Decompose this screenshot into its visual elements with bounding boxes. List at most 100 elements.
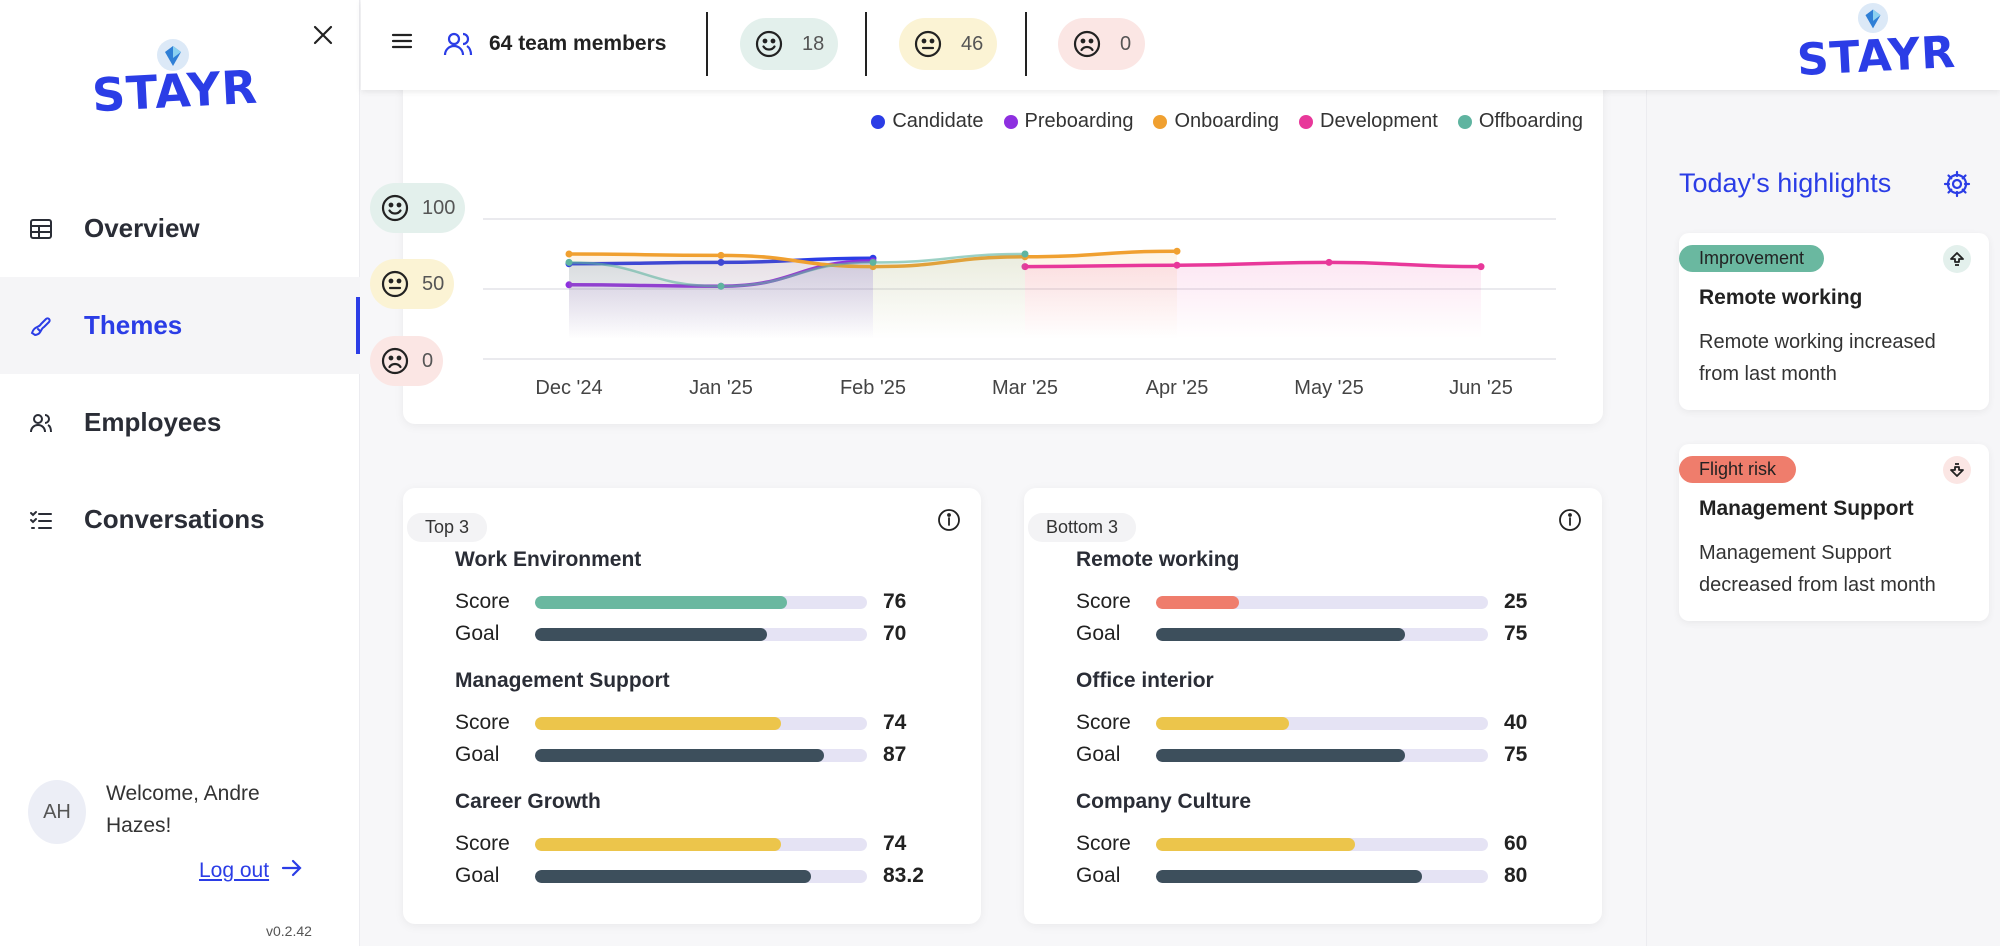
score-label: Score [455, 832, 510, 855]
gear-icon[interactable] [1943, 170, 1971, 198]
user-info: AH Welcome, Andre Hazes! [28, 780, 296, 844]
score-row: Score 76 [455, 586, 935, 618]
y-tick-label: 50 [422, 272, 445, 295]
theme-item[interactable]: Remote working Score 25 Goal 75 [1076, 548, 1556, 650]
data-point[interactable] [1173, 261, 1181, 269]
sad-face-icon [381, 347, 409, 375]
theme-item[interactable]: Company Culture Score 60 Goal 80 [1076, 790, 1556, 892]
legend-item[interactable]: Candidate [871, 110, 984, 133]
score-bar [535, 837, 867, 851]
data-point[interactable] [869, 258, 877, 266]
score-row: Score 60 [1076, 828, 1556, 860]
series-line-development[interactable] [1024, 260, 1482, 269]
y-badge-100: 100 [370, 183, 466, 233]
chart-legend: Candidate Preboarding Onboarding Developmen… [851, 110, 1583, 133]
score-value: 25 [1504, 590, 1528, 613]
score-bar-fill [1156, 837, 1356, 851]
data-point[interactable] [1021, 250, 1029, 258]
legend-label: Preboarding [1024, 110, 1134, 132]
legend-item[interactable]: Development [1299, 110, 1438, 133]
data-point[interactable] [565, 258, 573, 266]
neutral-face-icon [381, 270, 409, 298]
divider [1025, 12, 1027, 76]
data-point[interactable] [1325, 258, 1333, 266]
legend-label: Development [1320, 110, 1438, 132]
sidebar-item-label: Overview [84, 213, 200, 243]
legend-label: Candidate [892, 110, 984, 132]
x-tick-label: Jun '25 [1449, 377, 1513, 399]
mood-neutral-count: 46 [899, 18, 998, 70]
sidebar-item-conversations[interactable]: Conversations [0, 471, 360, 568]
legend-item[interactable]: Onboarding [1153, 110, 1279, 133]
data-point[interactable] [717, 282, 725, 290]
data-point[interactable] [1173, 247, 1181, 255]
theme-item[interactable]: Work Environment Score 76 Goal 70 [455, 548, 935, 650]
goal-row: Goal 83.2 [455, 860, 935, 892]
sidebar-item-label: Employees [84, 407, 222, 437]
data-point[interactable] [1477, 263, 1485, 271]
goal-label: Goal [455, 864, 500, 887]
legend-item[interactable]: Offboarding [1457, 110, 1583, 133]
series-area [1025, 262, 1481, 339]
table-icon [28, 216, 54, 242]
highlight-card-flight-risk[interactable]: Flight risk Management Support Managemen… [1679, 444, 1989, 621]
divider [865, 12, 867, 76]
users-icon [28, 410, 54, 436]
score-label: Score [1076, 590, 1131, 613]
avatar: AH [28, 780, 86, 844]
score-row: Score 40 [1076, 707, 1556, 739]
score-value: 40 [1504, 711, 1528, 734]
goal-value: 70 [883, 622, 907, 645]
legend-dot [1003, 114, 1018, 129]
info-icon[interactable] [1558, 508, 1582, 532]
highlight-desc: Remote working increased from last month [1699, 331, 1936, 385]
sidebar-item-themes[interactable]: Themes [0, 277, 360, 374]
hamburger-menu-icon[interactable] [389, 28, 415, 54]
info-icon[interactable] [937, 508, 961, 532]
mood-count: 0 [1120, 32, 1132, 55]
mood-sad-count: 0 [1058, 18, 1146, 70]
score-value: 74 [883, 711, 907, 734]
goal-bar [535, 869, 867, 883]
goal-label: Goal [1076, 622, 1121, 645]
score-bar-fill [535, 837, 781, 851]
theme-item[interactable]: Management Support Score 74 Goal 87 [455, 669, 935, 771]
goal-value: 75 [1504, 622, 1528, 645]
data-point[interactable] [565, 250, 573, 258]
users-icon [443, 32, 473, 56]
score-bar-fill [535, 716, 781, 730]
team-members[interactable]: 64 team members [443, 22, 666, 66]
sad-face-icon [1073, 30, 1101, 58]
highlight-card-improvement[interactable]: Improvement Remote working Remote workin… [1679, 233, 1989, 410]
close-icon[interactable] [306, 18, 340, 52]
x-tick-label: Dec '24 [535, 377, 602, 399]
goal-row: Goal 87 [455, 739, 935, 771]
score-row: Score 25 [1076, 586, 1556, 618]
version-label: v0.2.42 [266, 923, 312, 939]
theme-title: Management Support [455, 669, 670, 692]
logout-link[interactable]: Log out [199, 858, 303, 884]
score-bar [535, 595, 867, 609]
goal-row: Goal 70 [455, 618, 935, 650]
mood-count: 18 [802, 32, 825, 55]
arrow-right-icon [281, 858, 303, 884]
series-area [569, 254, 1025, 339]
sidebar-item-overview[interactable]: Overview [0, 180, 360, 277]
legend-dot [1153, 114, 1168, 129]
theme-item[interactable]: Career Growth Score 74 Goal 83.2 [455, 790, 935, 892]
goal-bar-fill [1156, 748, 1405, 762]
goal-row: Goal 80 [1076, 860, 1556, 892]
goal-value: 83.2 [883, 864, 924, 887]
series-line-offboarding[interactable] [568, 252, 1026, 288]
theme-item[interactable]: Office interior Score 40 Goal 75 [1076, 669, 1556, 771]
sidebar-item-employees[interactable]: Employees [0, 374, 360, 471]
score-bar [1156, 595, 1488, 609]
happy-face-icon [381, 194, 409, 222]
arrow-down-icon [1943, 456, 1971, 484]
data-point[interactable] [717, 251, 725, 259]
legend-item[interactable]: Preboarding [1003, 110, 1134, 133]
legend-dot [1457, 114, 1472, 129]
score-bar [1156, 716, 1488, 730]
themes-icon [28, 313, 54, 339]
score-bar [535, 716, 867, 730]
